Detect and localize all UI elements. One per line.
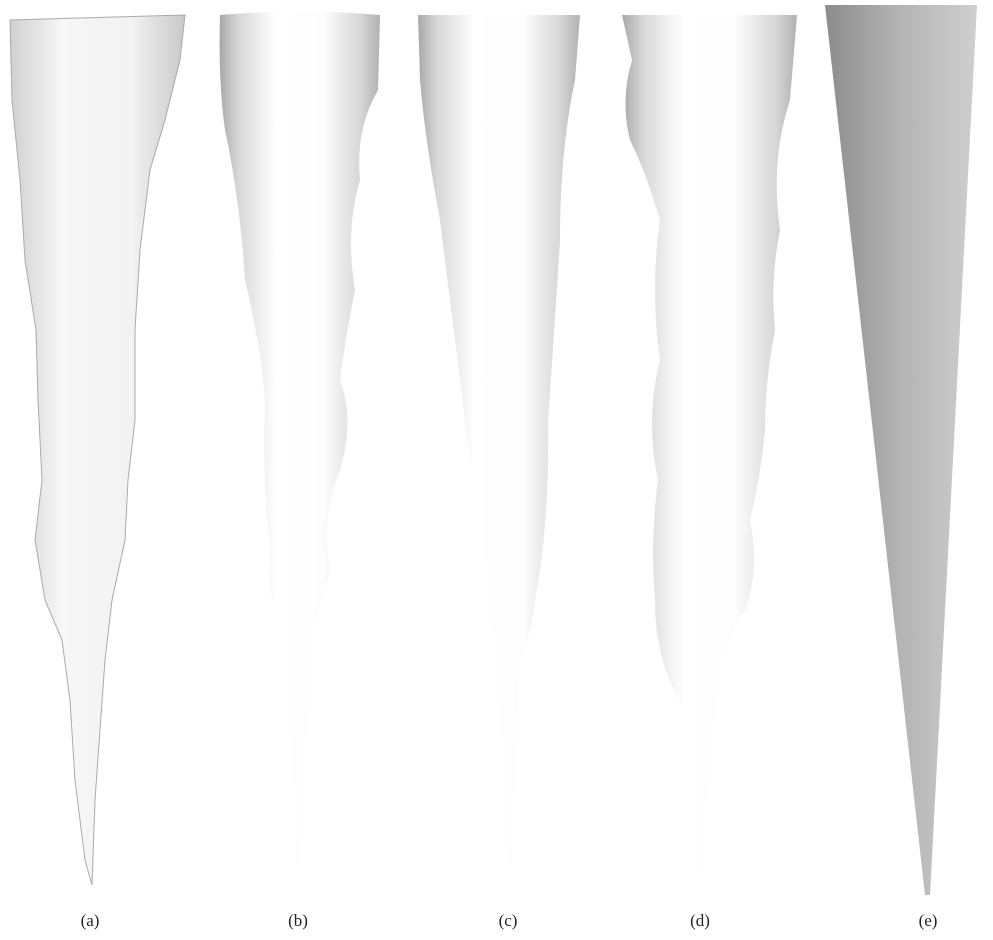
panel-label: (d)	[690, 911, 710, 930]
panel-label: (c)	[499, 911, 518, 930]
figure: (a) (b) (c) (d) (e)	[0, 0, 993, 940]
icicle-b	[220, 12, 380, 871]
panel-label: (a)	[81, 911, 100, 930]
icicle-a	[10, 15, 185, 885]
icicle-d	[622, 15, 797, 870]
cone-e	[825, 5, 977, 895]
icicle-c	[418, 15, 580, 870]
panel-label: (e)	[919, 911, 938, 930]
panel-label: (b)	[288, 911, 308, 930]
